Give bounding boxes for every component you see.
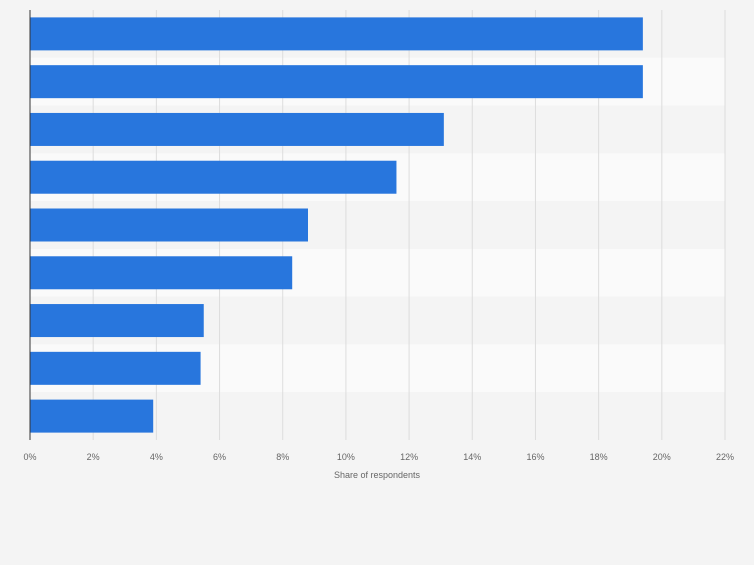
bars [30,17,643,433]
bar [30,399,154,433]
x-tick-label: 14% [463,452,481,462]
x-tick-label: 22% [716,452,734,462]
x-tick-label: 20% [653,452,671,462]
x-tick-labels: 0% 2% 4% 6% 8% 10% 12% 14% 16% 18% 20% 22% [23,452,734,462]
x-tick-label: 18% [590,452,608,462]
bar [30,304,204,338]
bar [30,351,201,385]
bar [30,65,643,99]
x-axis-label: Share of respondents [334,470,421,480]
x-tick-label: 16% [526,452,544,462]
bar [30,256,293,290]
bar [30,112,444,146]
x-tick-label: 6% [213,452,226,462]
x-tick-label: 8% [276,452,289,462]
x-tick-label: 10% [337,452,355,462]
x-tick-label: 0% [23,452,36,462]
bar [30,160,397,194]
x-tick-label: 12% [400,452,418,462]
bar [30,17,643,51]
x-tick-label: 4% [150,452,163,462]
bar [30,208,308,242]
x-tick-label: 2% [87,452,100,462]
